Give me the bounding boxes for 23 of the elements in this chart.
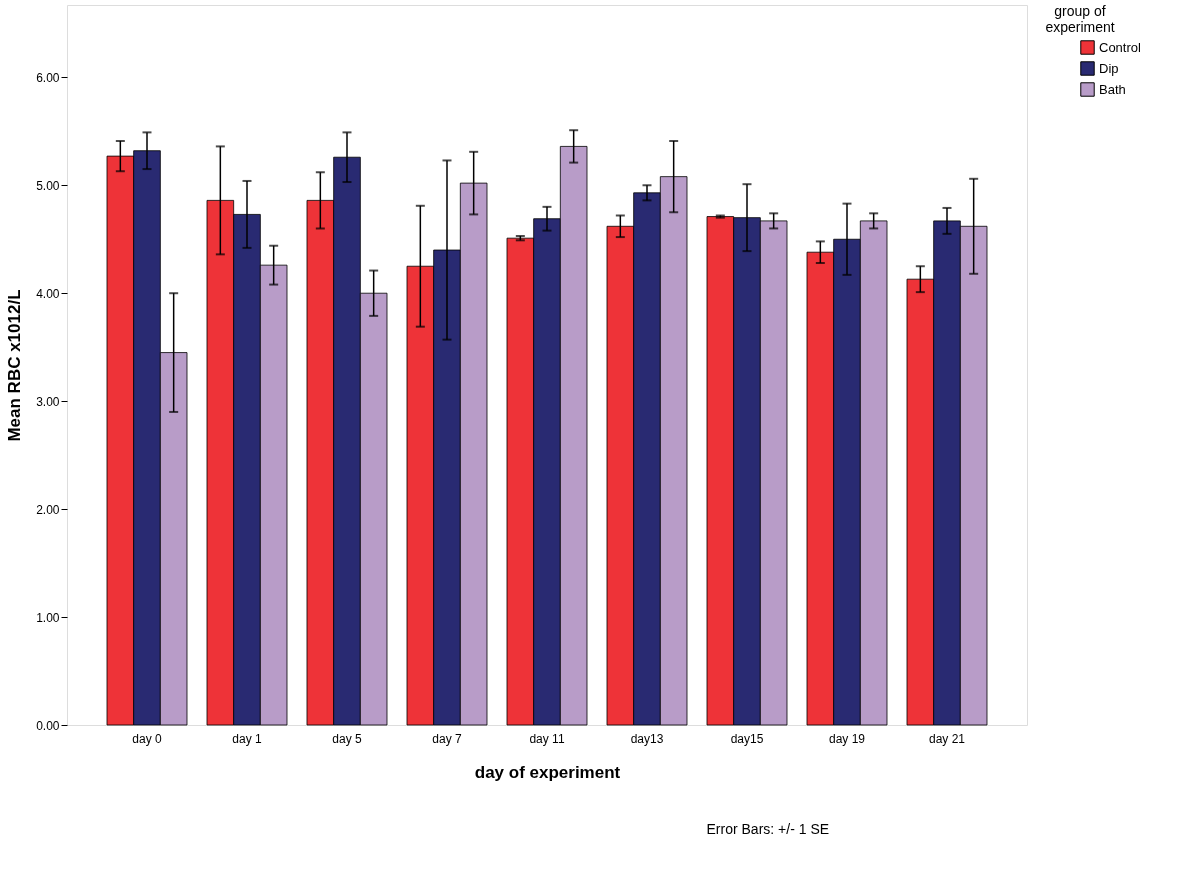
x-tick-label: day 7 xyxy=(432,731,462,746)
x-tick-label: day 11 xyxy=(529,731,565,746)
y-tick-label: 1.00 xyxy=(36,610,60,625)
y-tick-label: 4.00 xyxy=(36,286,60,301)
y-tick-label: 3.00 xyxy=(36,394,60,409)
y-tick-label: 0.00 xyxy=(36,718,60,733)
legend-label: Bath xyxy=(1099,81,1126,97)
legend-title: group of experiment xyxy=(1045,3,1115,35)
x-tick-label: day 0 xyxy=(132,731,162,746)
y-axis-title: Mean RBC x1012/L xyxy=(5,289,25,442)
y-tick-label: 5.00 xyxy=(36,178,60,193)
x-axis-title: day of experiment xyxy=(474,762,621,782)
legend-label: Control xyxy=(1099,39,1142,55)
y-tick-label: 2.00 xyxy=(36,502,60,517)
legend-label: Dip xyxy=(1099,60,1119,76)
x-tick-label: day 19 xyxy=(828,731,866,746)
x-tick-label: day13 xyxy=(630,731,664,746)
x-tick-label: day15 xyxy=(730,731,764,746)
y-tick-label: 6.00 xyxy=(36,70,60,85)
text: Error Bars: +/- 1 SE xyxy=(706,821,830,837)
x-tick-label: day 1 xyxy=(232,731,262,746)
x-tick-label: day 21 xyxy=(928,731,966,746)
x-tick-label: day 5 xyxy=(332,731,362,746)
